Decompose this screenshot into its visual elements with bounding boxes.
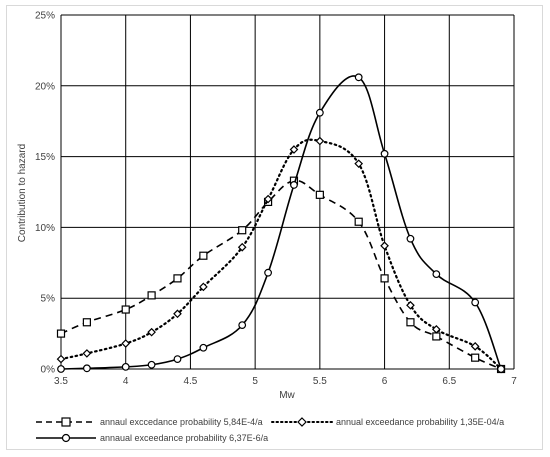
data-point [199,251,208,260]
data-point [406,318,415,327]
legend-label-2: annual exceedance probability 1,35E-04/a [336,417,504,427]
data-point [237,242,247,252]
data-point [199,282,208,292]
x-tick-label: 6 [382,376,388,387]
y-tick-label: 10% [35,223,55,234]
data-point [380,241,389,251]
data-point [497,365,505,373]
legend-item-1: annaul exccedance probability 5,84E-4/a [36,417,263,427]
x-tick-label: 7 [511,376,517,387]
y-tick-label: 5% [41,294,56,305]
data-point [147,291,156,300]
data-point [56,329,66,338]
data-point [82,349,92,358]
series-3 [57,73,505,373]
data-point [315,190,324,199]
data-point [315,136,325,146]
x-axis-title: Mw [279,390,295,401]
data-point [431,325,441,334]
data-point [121,339,131,348]
data-point [289,145,299,154]
series-2 [56,136,506,374]
data-point [406,300,415,310]
y-tick-labels: 0% 5% 10% 15% 20% 25% [35,11,55,376]
data-point [471,353,480,362]
data-point [121,362,130,371]
grid-lines [60,14,515,370]
data-point [238,321,247,330]
y-tick-label: 20% [35,81,55,92]
legend: annaul exccedance probability 5,84E-4/a … [36,417,504,443]
data-point [470,341,480,351]
data-point [199,343,208,352]
y-axis-title: Contribution to hazard [17,144,28,242]
data-point [82,364,91,373]
series-1 [56,176,506,374]
data-point [147,360,156,369]
x-tick-label: 5.5 [313,376,327,387]
series-layer [56,73,506,374]
data-point [264,268,272,277]
legend-item-3: annaual exceedance probability 6,37E-6/a [36,433,268,443]
data-point [147,327,156,337]
y-tick-label: 25% [35,11,55,22]
data-point [432,270,441,279]
x-tick-label: 5 [252,376,258,387]
data-point [315,108,324,117]
data-point [56,354,66,364]
series-line [59,138,503,371]
x-tick-label: 4.5 [183,376,197,387]
data-point [432,332,441,341]
data-point [406,234,415,243]
data-point [173,274,182,283]
data-point [263,194,273,204]
data-point [354,73,363,82]
y-tick-label: 15% [35,152,55,163]
data-point [290,181,298,189]
legend-label-3: annaual exceedance probability 6,37E-6/a [100,433,268,443]
data-point [82,318,91,327]
x-tick-labels: 3.5 4 4.5 5 5.5 6 6.5 7 [54,376,517,387]
data-point [380,149,389,158]
data-point [471,298,480,307]
x-tick-label: 3.5 [54,376,68,387]
data-point [238,226,247,235]
x-tick-label: 4 [123,376,129,387]
y-tick-label: 0% [41,365,56,376]
legend-label-1: annaul exccedance probability 5,84E-4/a [100,417,263,427]
data-point [354,159,364,169]
data-point [173,309,182,319]
data-point [354,217,363,226]
x-tick-label: 6.5 [442,376,456,387]
data-point [173,355,182,363]
series-line [60,75,502,370]
series-line [60,179,502,370]
data-point [380,274,389,283]
data-point [57,365,65,373]
legend-item-2: annual exceedance probability 1,35E-04/a [271,417,504,427]
data-point [121,305,130,314]
